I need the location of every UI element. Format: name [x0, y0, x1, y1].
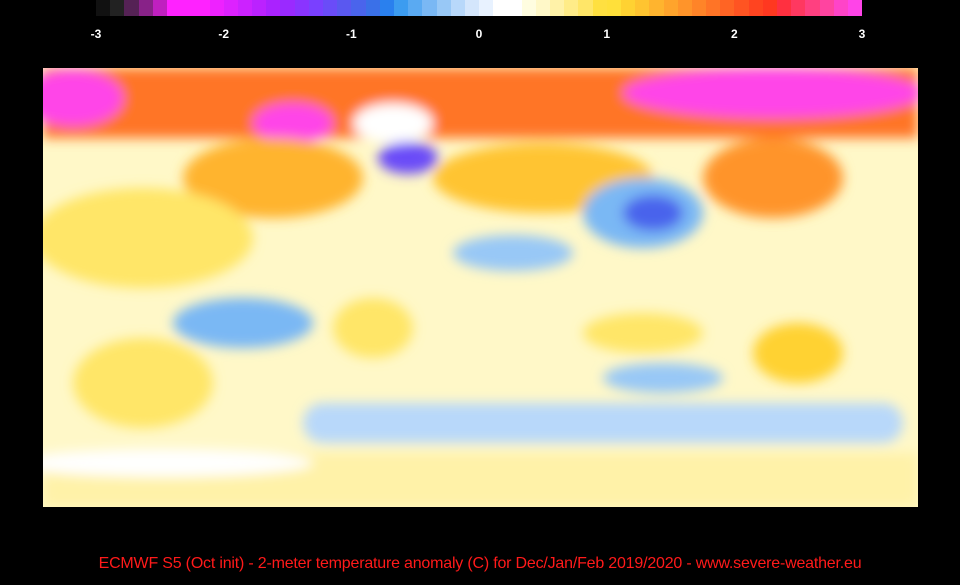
color-scale-segment: [649, 0, 664, 16]
color-scale-segment: [564, 0, 579, 16]
color-scale-segment: [365, 0, 380, 16]
color-scale-tick-label: -2: [218, 27, 229, 41]
color-scale-segment: [677, 0, 692, 16]
color-scale-segment: [521, 0, 536, 16]
color-scale-tick-label: 3: [858, 27, 866, 41]
color-scale-segment: [237, 0, 253, 16]
color-scale-segment: [847, 0, 863, 16]
color-scale-tick-label: -1: [345, 27, 357, 41]
color-scale-segment: [833, 0, 848, 16]
color-scale-tick-label: -3: [90, 27, 102, 41]
color-scale-segment: [493, 0, 508, 16]
color-scale-segment: [393, 0, 409, 16]
color-scale-segment: [209, 0, 224, 16]
color-scale-segment: [436, 0, 451, 16]
color-scale-segment: [748, 0, 763, 16]
color-scale-segment: [138, 0, 153, 16]
color-scale-segment: [550, 0, 565, 16]
color-scale-segment: [706, 0, 721, 16]
color-scale-segment: [464, 0, 480, 16]
color-scale-segment: [663, 0, 678, 16]
color-scale-segment: [578, 0, 593, 16]
color-scale-segment: [535, 0, 550, 16]
color-scale-segment: [280, 0, 295, 16]
color-scale-segment: [635, 0, 650, 16]
color-scale-segment: [720, 0, 735, 16]
color-scale-segment: [96, 0, 111, 16]
color-scale-segment: [805, 0, 820, 16]
color-scale-segment: [195, 0, 210, 16]
color-scale-segment: [323, 0, 338, 16]
color-scale-segment: [181, 0, 196, 16]
color-scale-segment: [620, 0, 636, 16]
color-scale-segment: [252, 0, 267, 16]
color-scale-segment: [691, 0, 707, 16]
color-scale-tick-label: 2: [730, 27, 738, 41]
color-scale-segment: [124, 0, 139, 16]
color-scale-tick-label: 1: [603, 27, 610, 41]
map-caption: ECMWF S5 (Oct init) - 2-meter temperatur…: [98, 555, 862, 572]
color-scale-segment: [294, 0, 309, 16]
color-scale-segment: [592, 0, 607, 16]
anomaly-field: [43, 68, 918, 507]
color-scale-segment: [450, 0, 465, 16]
color-scale-segment: [791, 0, 806, 16]
color-scale-segment: [152, 0, 167, 16]
temperature-anomaly-map: [43, 68, 918, 507]
color-scale-segment: [479, 0, 494, 16]
color-scale-segment: [606, 0, 621, 16]
color-scale-segment: [734, 0, 749, 16]
color-scale-segment: [408, 0, 423, 16]
color-scale-segment: [223, 0, 238, 16]
color-scale-segment: [819, 0, 834, 16]
color-scale-tick-label: 0: [475, 27, 483, 41]
color-scale-segment: [379, 0, 394, 16]
color-scale-segment: [762, 0, 777, 16]
color-scale-segment: [166, 0, 182, 16]
color-scale-segment: [266, 0, 281, 16]
color-scale-segment: [110, 0, 125, 16]
color-scale-segment: [422, 0, 437, 16]
color-scale-segment: [337, 0, 352, 16]
color-scale-segment: [507, 0, 522, 16]
color-scale-bar: [96, 0, 863, 16]
color-scale-segment: [351, 0, 366, 16]
color-scale-segment: [308, 0, 323, 16]
color-scale-segment: [777, 0, 792, 16]
